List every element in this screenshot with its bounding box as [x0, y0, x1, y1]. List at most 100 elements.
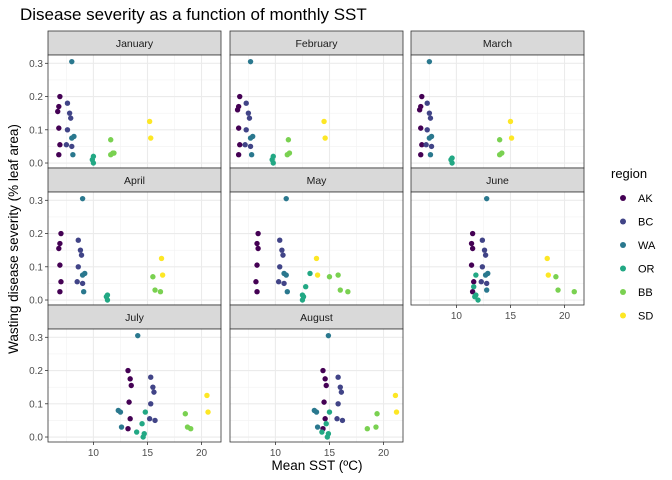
- point-or: [326, 409, 333, 415]
- point-wa: [483, 195, 490, 202]
- point-wa: [247, 58, 254, 65]
- point-sd: [148, 135, 154, 141]
- x-tick-label: 10: [270, 448, 282, 459]
- facet-strip-label: February: [295, 38, 338, 50]
- point-bc: [427, 115, 434, 121]
- point-ak: [253, 279, 259, 285]
- panel-background: [230, 55, 403, 168]
- point-bc: [482, 252, 489, 258]
- x-axis-title: Mean SST (ºC): [272, 458, 363, 473]
- panel-border: [229, 328, 404, 443]
- point-bb: [150, 274, 156, 280]
- point-or: [324, 434, 331, 440]
- point-sd: [204, 392, 210, 399]
- point-bc: [483, 280, 490, 287]
- facet-panels: January 0.0 0.1 0.2 0.3 February March April 0.0…: [29, 30, 585, 459]
- point-ak: [419, 93, 425, 100]
- point-ak: [254, 262, 260, 268]
- x-tick-label: 15: [505, 311, 517, 322]
- y-tick-label: 0.0: [29, 159, 43, 170]
- point-wa: [314, 424, 321, 430]
- point-bc: [63, 142, 70, 148]
- facet-strip-label: July: [125, 312, 144, 324]
- legend-title: region: [611, 166, 647, 181]
- point-ak: [469, 245, 476, 252]
- facet-panel-february: February: [229, 30, 404, 169]
- point-or: [319, 429, 325, 435]
- legend-label: BC: [638, 217, 653, 229]
- facet-strip-label: June: [486, 175, 509, 187]
- minor-gridlines: [411, 192, 584, 305]
- x-tick-label: 15: [324, 448, 336, 459]
- point-or: [475, 297, 481, 303]
- panel-background: [48, 329, 221, 442]
- facet-panel-march: March: [410, 30, 585, 169]
- point-bc: [75, 237, 81, 243]
- point-ak: [255, 245, 261, 252]
- minor-gridlines: [48, 329, 221, 442]
- point-sd: [545, 272, 552, 278]
- legend-entry-bc: BC: [620, 217, 653, 229]
- major-gridlines: [230, 329, 403, 442]
- point-wa: [79, 272, 86, 278]
- minor-gridlines: [48, 192, 221, 305]
- point-ak: [469, 289, 476, 295]
- point-ak: [234, 107, 241, 113]
- point-or: [473, 272, 479, 278]
- facet-strip: [47, 304, 222, 330]
- point-wa: [283, 272, 289, 278]
- facet-strip-label: March: [483, 38, 512, 50]
- point-or: [270, 160, 276, 166]
- legend-entry-or: OR: [620, 264, 655, 276]
- point-or: [449, 160, 455, 166]
- y-tick-label: 0.3: [29, 196, 43, 207]
- y-tick-label: 0.2: [29, 366, 43, 377]
- point-bc: [151, 389, 157, 395]
- major-gridlines: [230, 55, 403, 168]
- y-tick-label: 0.0: [29, 296, 43, 307]
- y-tick-label: 0.1: [29, 125, 43, 136]
- point-bc: [479, 264, 486, 270]
- point-bb: [157, 289, 164, 295]
- point-bb: [335, 272, 341, 278]
- point-sd: [392, 392, 399, 399]
- point-ak: [56, 125, 62, 131]
- point-wa: [313, 409, 320, 415]
- point-bc: [335, 401, 341, 407]
- point-sd: [159, 272, 166, 278]
- y-tick-label: 0.3: [29, 59, 43, 70]
- point-ak: [128, 382, 134, 389]
- x-tick-label: 20: [559, 311, 571, 322]
- legend-swatch: [620, 312, 626, 319]
- point-ak: [58, 279, 64, 285]
- point-bc: [146, 416, 153, 422]
- point-wa: [117, 409, 124, 415]
- point-ak: [125, 367, 131, 374]
- point-wa: [69, 135, 75, 141]
- point-or: [133, 429, 140, 435]
- point-bb: [285, 137, 292, 143]
- point-wa: [284, 289, 291, 295]
- point-bc: [334, 416, 340, 422]
- point-bb: [373, 424, 379, 430]
- panel-background: [230, 329, 403, 442]
- data-points: [311, 332, 400, 440]
- point-bc: [152, 417, 158, 424]
- point-sd: [321, 118, 327, 125]
- facet-strip-label: April: [124, 175, 145, 187]
- point-wa: [248, 152, 255, 158]
- point-sd: [314, 272, 321, 278]
- data-points: [56, 195, 166, 303]
- point-ak: [58, 230, 64, 237]
- point-or: [104, 297, 111, 303]
- point-ak: [57, 289, 63, 295]
- point-or: [471, 284, 477, 290]
- point-ak: [127, 376, 133, 382]
- point-ak: [254, 289, 260, 295]
- point-sd: [393, 409, 400, 415]
- legend-entry-ak: AK: [620, 193, 653, 205]
- legend-swatch: [620, 289, 626, 295]
- facet-strip-label: August: [300, 312, 333, 324]
- point-ak: [57, 142, 63, 148]
